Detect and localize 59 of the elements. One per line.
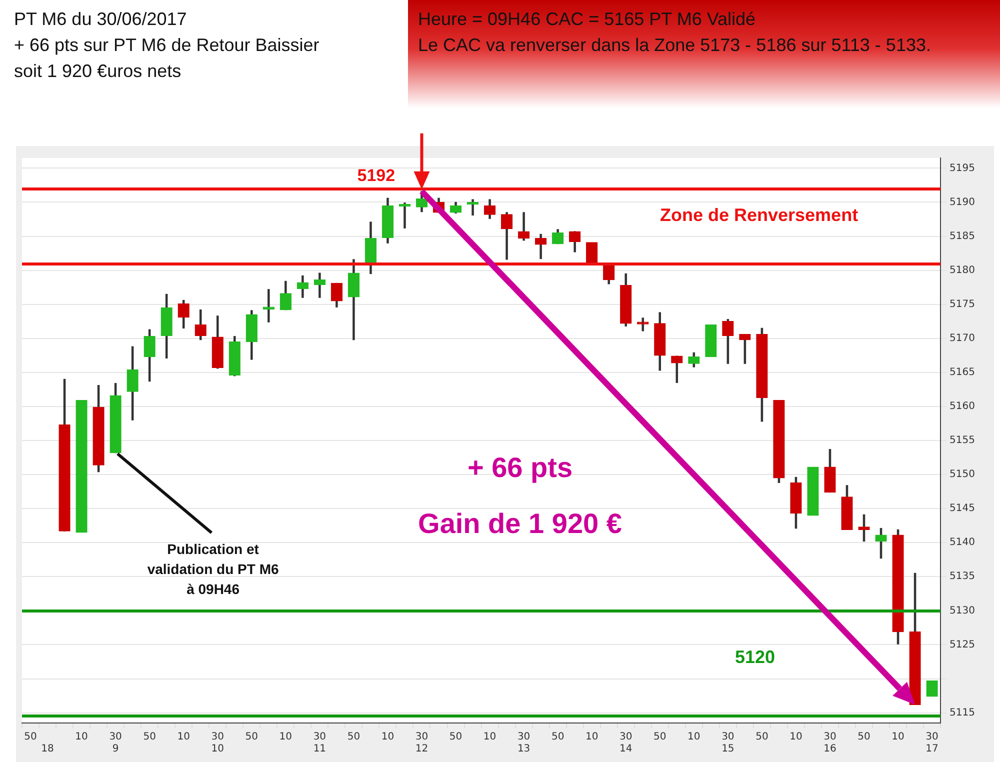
y-tick-label: 5195 bbox=[950, 162, 976, 174]
candlestick bbox=[76, 400, 88, 533]
x-tick-label: 30 10 bbox=[211, 732, 224, 755]
annotation: Gain de 1 920 € bbox=[417, 507, 623, 541]
y-tick-label: 5140 bbox=[950, 537, 976, 548]
annotation: Publication et validation du PT M6 à 09H46 bbox=[146, 540, 280, 599]
x-tick-label: 50 bbox=[245, 732, 258, 743]
x-tick-label: 10 bbox=[688, 732, 700, 743]
x-tick-label: 10 bbox=[585, 732, 598, 743]
x-tick-label: 10 bbox=[790, 732, 802, 743]
y-tick-label: 5185 bbox=[950, 230, 976, 242]
x-tick-label: 30 11 bbox=[313, 732, 326, 755]
x-tick-label: 30 17 bbox=[926, 732, 938, 755]
y-tick-label: 5155 bbox=[950, 435, 976, 446]
y-tick-label: 5145 bbox=[950, 503, 976, 514]
x-tick-label: 50 bbox=[858, 732, 870, 743]
x-tick-label: 50 bbox=[347, 732, 360, 743]
x-tick-label: 30 9 bbox=[109, 732, 122, 755]
x-tick-label: 50 bbox=[143, 732, 156, 743]
annotation: Zone de Renversement bbox=[660, 205, 858, 226]
x-tick-label: 10 bbox=[381, 732, 394, 743]
x-tick-label: 30 12 bbox=[415, 732, 428, 755]
ref-line-label: 5192 bbox=[357, 166, 396, 186]
candlestick bbox=[807, 466, 819, 516]
y-tick-label: 5130 bbox=[950, 605, 976, 616]
x-tick-label: 30 15 bbox=[722, 732, 734, 755]
x-tick-label: 50 bbox=[654, 732, 666, 743]
y-tick-label: 5150 bbox=[950, 469, 976, 480]
y-tick-label: 5125 bbox=[950, 639, 976, 650]
x-tick-label: 30 13 bbox=[517, 732, 530, 755]
y-tick-label: 5160 bbox=[950, 401, 976, 412]
x-tick-label: 50 bbox=[551, 732, 564, 743]
annotation: 5120 bbox=[735, 647, 776, 668]
y-tick-label: 5170 bbox=[950, 332, 976, 344]
y-tick-label: 5180 bbox=[950, 264, 976, 276]
y-tick-label: 5175 bbox=[950, 298, 976, 310]
x-tick-label: 10 bbox=[279, 732, 292, 743]
x-tick-label: 50 bbox=[449, 732, 462, 743]
candlestick bbox=[262, 289, 274, 322]
x-tick-label: 10 bbox=[483, 732, 496, 743]
x-tick-label: 18 bbox=[41, 744, 54, 755]
y-tick-label: 5190 bbox=[950, 196, 976, 208]
chart-subtitle: + 66 pts sur PT M6 de Retour Baissier soit 1 920 €uros nets bbox=[14, 34, 320, 83]
x-tick-label: 10 bbox=[177, 732, 190, 743]
annotation: + 66 pts bbox=[466, 451, 574, 485]
y-tick-label: 5165 bbox=[950, 367, 976, 378]
x-tick-label: 10 bbox=[892, 732, 904, 743]
text: Le CAC va renverser dans la Zone 5173 - 5186 sur 5113 - 5133. bbox=[418, 34, 932, 57]
candlestick bbox=[705, 324, 717, 358]
y-tick-label: 5115 bbox=[950, 707, 976, 718]
candlestick bbox=[586, 242, 598, 266]
text: Heure = 09H46 CAC = 5165 PT M6 Validé bbox=[418, 8, 757, 31]
x-tick-label: 50 bbox=[756, 732, 768, 743]
x-tick-label: 50 bbox=[24, 732, 37, 743]
x-tick-label: 10 bbox=[75, 732, 88, 743]
x-tick-label: 30 14 bbox=[619, 732, 632, 755]
y-tick-label: 5135 bbox=[950, 571, 976, 582]
chart-title: PT M6 du 30/06/2017 bbox=[14, 8, 188, 31]
x-tick-label: 30 16 bbox=[824, 732, 836, 755]
